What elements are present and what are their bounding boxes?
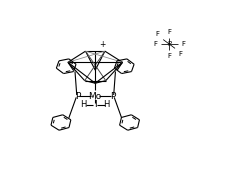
Text: +: + [99,40,106,49]
Text: F: F [167,53,171,59]
Text: P: P [167,41,171,47]
Text: F: F [167,29,171,35]
Text: H: H [81,100,87,109]
Text: I: I [94,100,96,109]
Text: P: P [75,92,80,101]
Text: P: P [110,92,116,101]
Text: F: F [178,51,183,57]
Text: Mo: Mo [89,92,102,101]
Text: H: H [104,100,110,109]
Text: F: F [153,41,157,47]
Text: F: F [156,31,160,37]
Text: F: F [181,41,185,47]
